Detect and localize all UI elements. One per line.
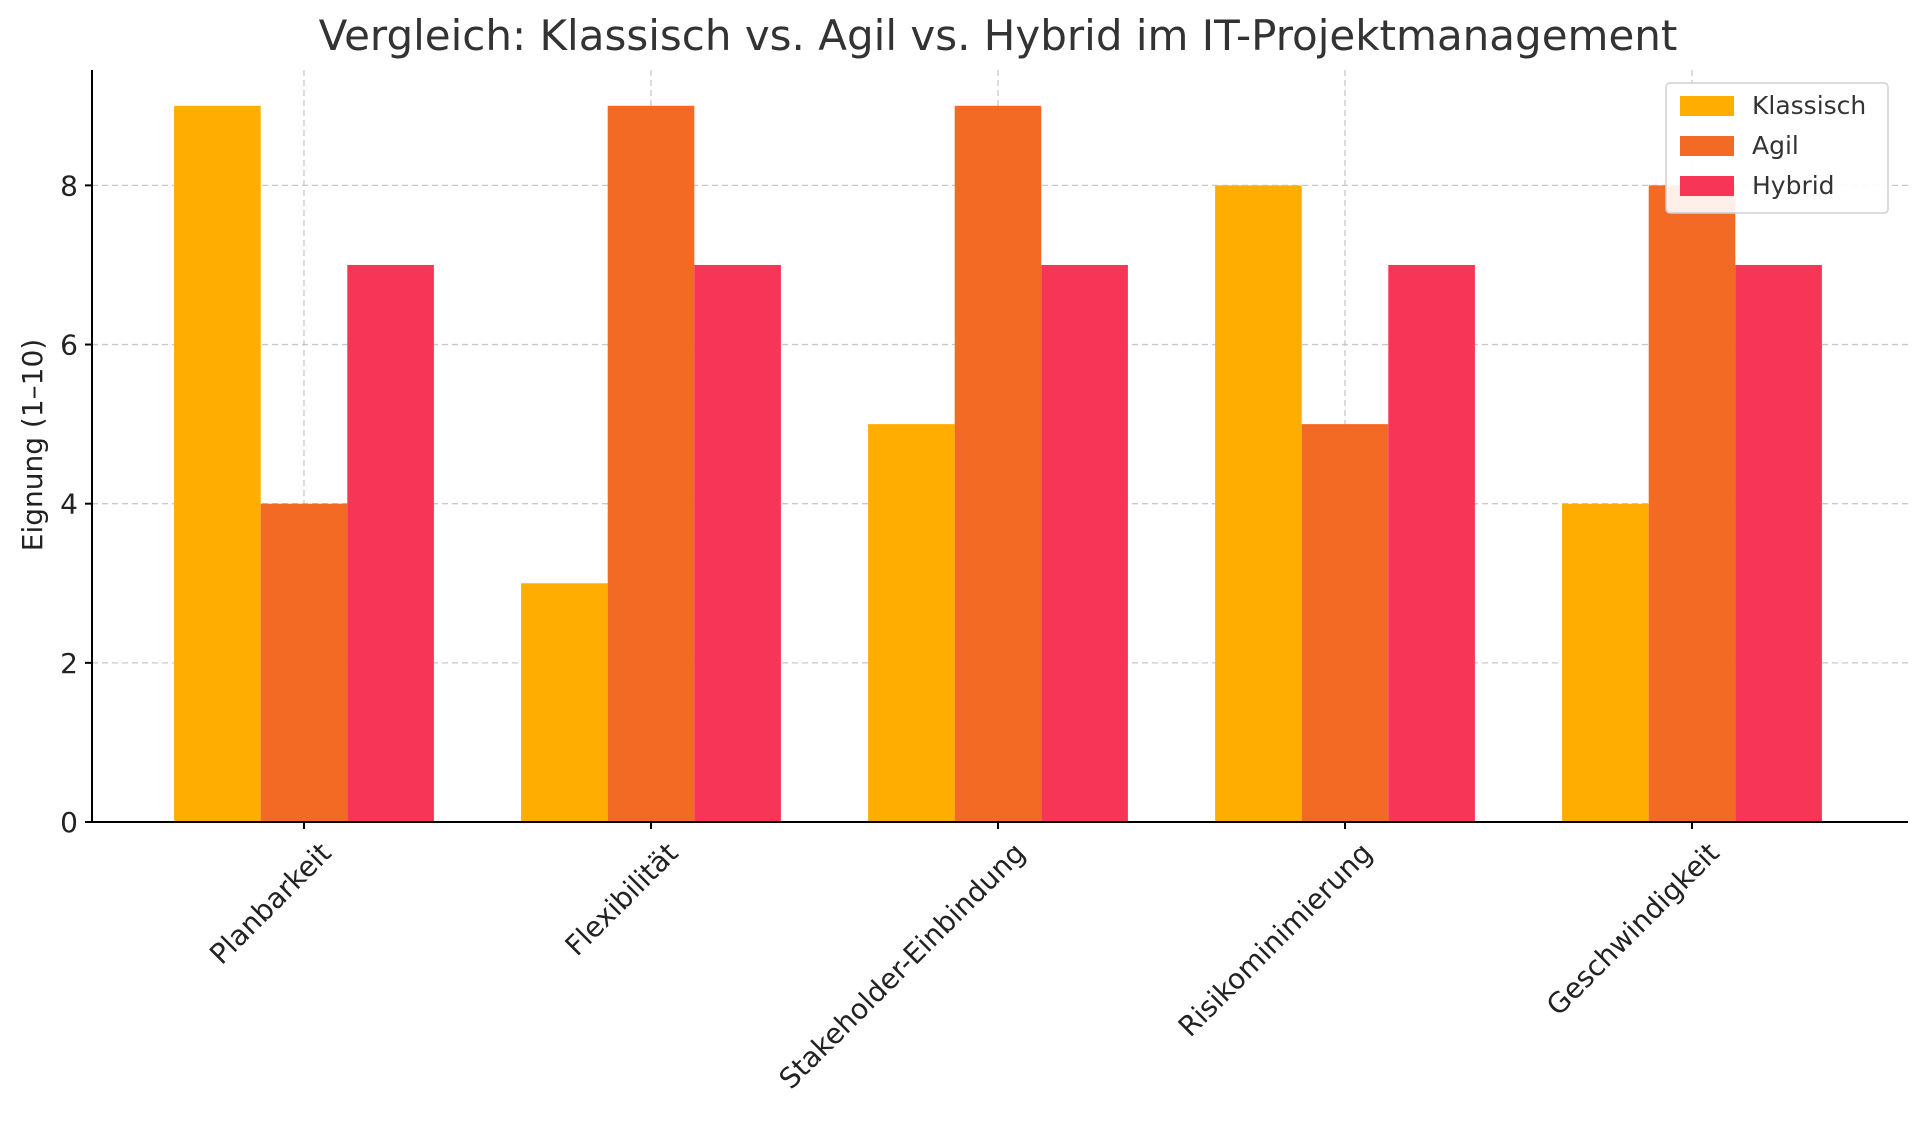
axes xyxy=(91,70,1908,823)
bar-klassisch-3 xyxy=(868,424,955,822)
y-tick-label: 0 xyxy=(60,806,78,839)
bar-hybrid-5 xyxy=(1735,264,1822,822)
chart-title: Vergleich: Klassisch vs. Agil vs. Hybrid… xyxy=(319,11,1678,60)
x-tick-label: Geschwindigkeit xyxy=(1540,836,1726,1022)
legend-label-klassisch: Klassisch xyxy=(1752,91,1866,120)
legend-label-hybrid: Hybrid xyxy=(1752,171,1835,200)
bars xyxy=(174,105,1822,823)
bar-agil-5 xyxy=(1648,185,1736,823)
bar-hybrid-1 xyxy=(347,264,434,822)
y-ticks: 0 2 4 6 8 xyxy=(60,169,92,839)
x-tick-label: Risikominimierung xyxy=(1172,836,1379,1043)
legend-swatch-hybrid xyxy=(1680,176,1734,196)
legend-swatch-klassisch xyxy=(1680,96,1734,116)
y-tick-label: 8 xyxy=(60,169,78,202)
x-tick-label: Stakeholder-Einbindung xyxy=(773,836,1032,1095)
y-tick-label: 2 xyxy=(60,647,78,680)
bar-agil-1 xyxy=(260,503,348,822)
x-tick-label: Flexibilität xyxy=(559,836,685,962)
bar-hybrid-3 xyxy=(1041,264,1128,822)
bar-agil-3 xyxy=(954,105,1042,823)
bar-hybrid-4 xyxy=(1388,264,1475,822)
bar-hybrid-2 xyxy=(694,264,781,822)
x-tick-label: Planbarkeit xyxy=(203,836,338,971)
y-axis-label: Eignung (1–10) xyxy=(16,339,49,551)
legend: Klassisch Agil Hybrid xyxy=(1665,82,1889,214)
legend-swatch-agil xyxy=(1680,136,1734,156)
bar-agil-2 xyxy=(607,105,695,823)
y-tick-label: 6 xyxy=(60,329,78,362)
x-ticks: Planbarkeit Flexibilität Stakeholder-Einbi… xyxy=(203,822,1726,1095)
bar-klassisch-1 xyxy=(174,105,261,823)
bar-klassisch-2 xyxy=(521,583,608,822)
bar-klassisch-4 xyxy=(1215,185,1302,823)
y-tick-label: 4 xyxy=(60,488,78,521)
legend-label-agil: Agil xyxy=(1752,131,1799,160)
bar-klassisch-5 xyxy=(1562,503,1649,822)
bar-agil-4 xyxy=(1301,424,1389,822)
